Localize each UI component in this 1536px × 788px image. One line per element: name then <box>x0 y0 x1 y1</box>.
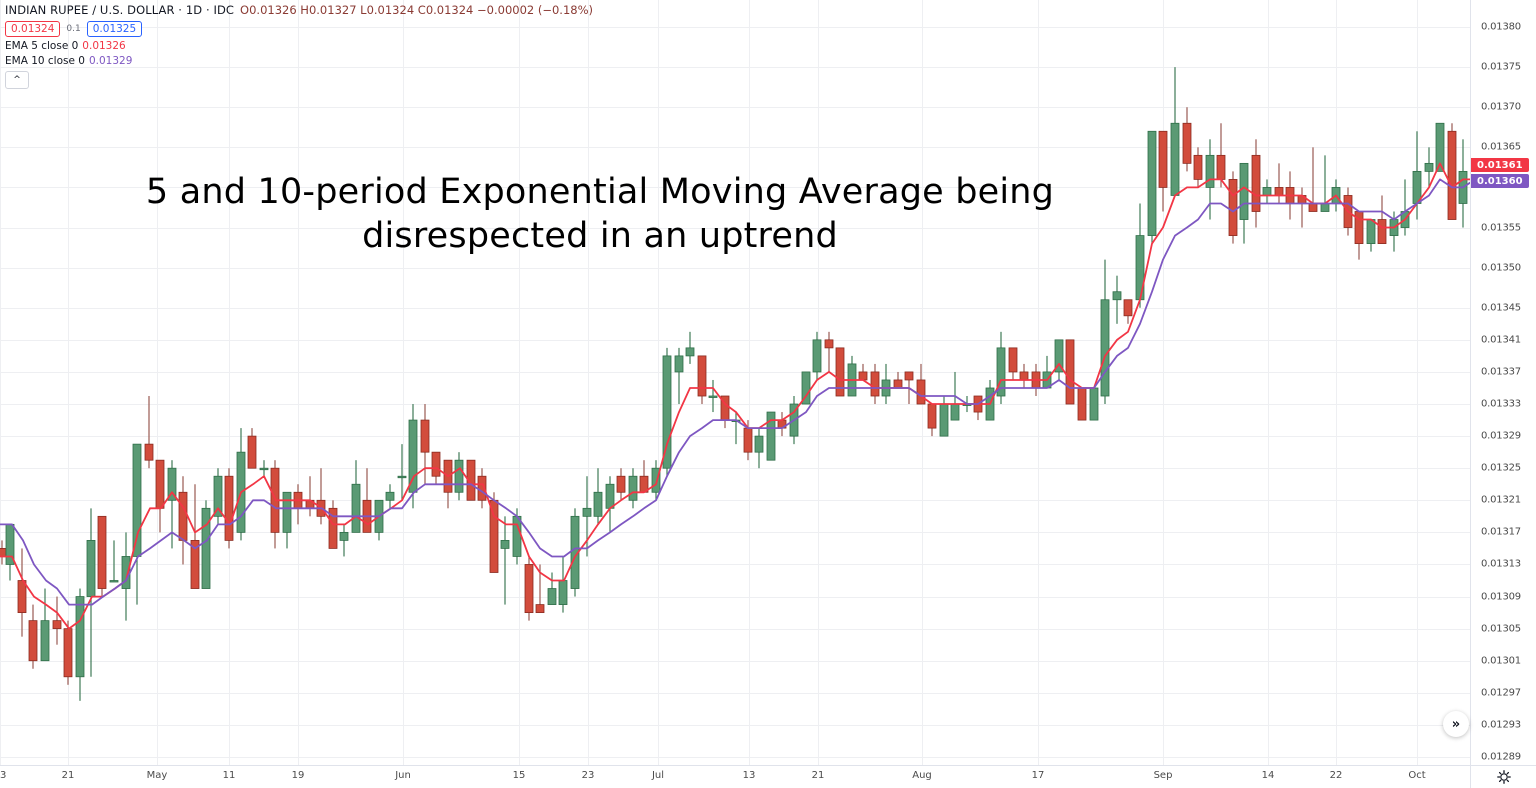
chevron-up-icon: ^ <box>13 75 21 85</box>
time-tick-label: May <box>146 770 168 781</box>
gear-icon <box>1497 770 1511 784</box>
ema10-value: 0.01329 <box>88 55 133 67</box>
ema-lines <box>0 162 1470 630</box>
time-tick-label: 11 <box>222 770 236 781</box>
price-tick-label: 0.01345 <box>1481 302 1521 314</box>
grid-lines <box>0 0 1470 765</box>
time-tick-label: 13 <box>0 770 7 781</box>
price-tick-label: 0.01380 <box>1481 21 1521 33</box>
time-tick-label: 19 <box>291 770 305 781</box>
price-tick-label: 0.01317 <box>1481 526 1521 538</box>
symbol-header[interactable]: INDIAN RUPEE / U.S. DOLLAR · 1D · IDC O0… <box>5 3 593 17</box>
buy-price-button[interactable]: 0.01325 <box>86 21 143 37</box>
symbol-title: INDIAN RUPEE / U.S. DOLLAR · 1D · IDC <box>5 3 235 17</box>
collapse-legend-button[interactable]: ^ <box>5 71 29 89</box>
price-tick-label: 0.01333 <box>1481 398 1521 410</box>
ema10-price-tag: 0.01360 <box>1471 174 1529 188</box>
time-tick-label: 22 <box>1329 770 1343 781</box>
candlestick-chart[interactable] <box>0 0 1470 765</box>
scroll-to-realtime-button[interactable]: » <box>1443 711 1469 737</box>
price-tick-label: 0.01341 <box>1481 334 1521 346</box>
price-tick-label: 0.01321 <box>1481 494 1521 506</box>
price-tick-label: 0.01293 <box>1481 719 1521 731</box>
time-tick-label: 21 <box>811 770 825 781</box>
price-tick-label: 0.01313 <box>1481 558 1521 570</box>
spread-value: 0.1 <box>66 24 81 34</box>
time-tick-label: 15 <box>512 770 526 781</box>
time-tick-label: Jul <box>651 770 665 781</box>
time-tick-label: Sep <box>1153 770 1173 781</box>
settings-button[interactable] <box>1470 765 1536 788</box>
price-tick-label: 0.01365 <box>1481 141 1521 153</box>
price-tick-label: 0.01370 <box>1481 101 1521 113</box>
price-tick-label: 0.01297 <box>1481 687 1521 699</box>
time-tick-label: 14 <box>1261 770 1275 781</box>
time-tick-label: 23 <box>581 770 595 781</box>
price-tick-label: 0.01375 <box>1481 61 1521 73</box>
ohlc-values: O0.01326 H0.01327 L0.01324 C0.01324 −0.0… <box>240 3 594 17</box>
price-tick-label: 0.01329 <box>1481 430 1521 442</box>
price-tick-label: 0.01350 <box>1481 262 1521 274</box>
sell-price-button[interactable]: 0.01324 <box>5 21 61 37</box>
ema5-legend[interactable]: EMA 5 close 0 0.01326 <box>5 40 593 52</box>
chart-annotation: 5 and 10-period Exponential Moving Avera… <box>90 170 1110 258</box>
price-tick-label: 0.01305 <box>1481 623 1521 635</box>
candlestick-series <box>0 67 1468 701</box>
price-axis[interactable]: 0.01380 0.01375 0.01370 0.01365 0.01355 0.013… <box>1470 0 1536 765</box>
price-tick-label: 0.01309 <box>1481 591 1521 603</box>
time-axis[interactable]: 13 21 May 11 19 Jun 15 23 Jul 13 21 Aug 17 Sep 14 22 Oct <box>0 765 1470 788</box>
ema5-value: 0.01326 <box>82 40 126 52</box>
time-tick-label: Aug <box>912 770 932 781</box>
ema5-price-tag: 0.01361 <box>1471 158 1529 172</box>
bid-ask-row: 0.01324 0.1 0.01325 <box>5 21 593 37</box>
annotation-line-1: 5 and 10-period Exponential Moving Avera… <box>145 172 1055 212</box>
price-tick-label: 0.01355 <box>1481 222 1521 234</box>
price-tick-label: 0.01325 <box>1481 462 1521 474</box>
price-tick-label: 0.01301 <box>1481 655 1521 667</box>
ema5-label: EMA 5 close 0 <box>5 40 79 52</box>
ema10-legend[interactable]: EMA 10 close 0 0.01329 <box>5 55 593 67</box>
time-tick-label: Jun <box>395 770 411 781</box>
time-tick-label: 17 <box>1031 770 1045 781</box>
annotation-line-2: disrespected in an uptrend <box>362 216 838 256</box>
price-tick-label: 0.01337 <box>1481 366 1521 378</box>
price-tick-label: 0.01289 <box>1481 751 1521 763</box>
time-tick-label: Oct <box>1408 770 1426 781</box>
chart-legend: INDIAN RUPEE / U.S. DOLLAR · 1D · IDC O0… <box>5 3 593 89</box>
double-chevron-right-icon: » <box>1451 716 1461 732</box>
time-tick-label: 13 <box>742 770 756 781</box>
time-tick-label: 21 <box>61 770 75 781</box>
ema10-label: EMA 10 close 0 <box>5 55 85 67</box>
